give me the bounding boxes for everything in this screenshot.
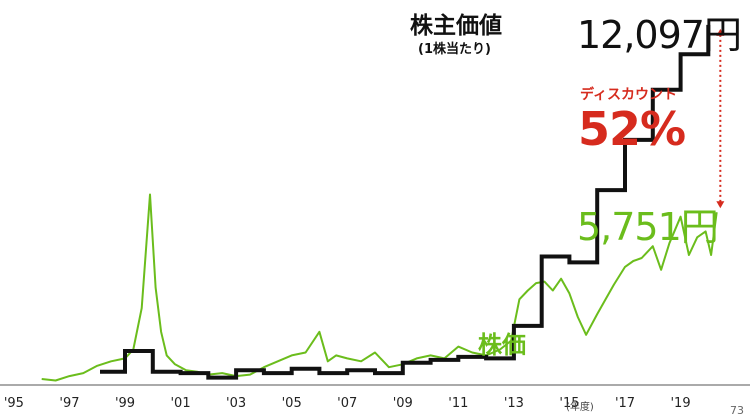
stock-price-amount: 5,751円 — [577, 205, 719, 249]
discount-arrow-head-bottom — [716, 201, 725, 209]
x-tick-label: '03 — [226, 396, 247, 411]
x-tick-label: '01 — [170, 396, 191, 411]
shareholder-value-subtitle: (1株当たり) — [418, 42, 491, 57]
discount-percentage: 52% — [578, 102, 686, 156]
discount-arrow-head-top — [716, 28, 725, 36]
page-number: 73 — [730, 404, 744, 417]
discount-label: ディスカウント — [580, 87, 678, 103]
x-tick-label: '17 — [614, 396, 636, 411]
shareholder-value-series — [100, 24, 711, 380]
x-tick-label: '07 — [337, 396, 358, 411]
x-tick-label: '11 — [448, 396, 469, 411]
x-tick-label: '09 — [392, 396, 413, 411]
x-tick-label: '15 — [559, 396, 580, 411]
shareholder-value-step-line — [100, 24, 711, 380]
x-tick-label: '13 — [503, 396, 524, 411]
x-tick-label: '99 — [114, 396, 136, 411]
x-axis-unit: (年度) — [566, 402, 594, 413]
shareholder-value-amount: 12,097円 — [577, 13, 742, 57]
discount-arrow — [716, 28, 725, 209]
x-tick-label: '95 — [3, 396, 24, 411]
shareholder-value-title: 株主価値 — [410, 13, 502, 39]
x-tick-label: '97 — [59, 396, 80, 411]
x-tick-label: '19 — [670, 396, 691, 411]
stock-price-label: 株価 — [478, 331, 526, 359]
x-tick-label: '05 — [281, 396, 302, 411]
